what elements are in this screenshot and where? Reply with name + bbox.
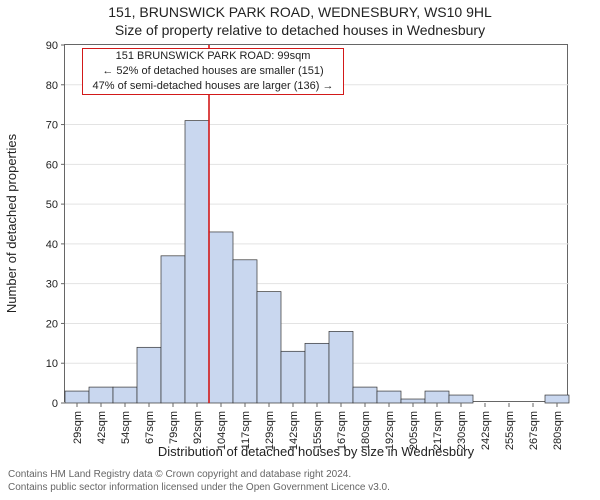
histogram-bar [425,391,449,403]
y-tick-label: 20 [46,318,58,330]
x-tick-label: 42sqm [96,411,108,444]
x-tick-label: 29sqm [72,411,84,444]
histogram-bar [137,347,161,403]
histogram-bar [65,391,89,403]
histogram-bar [545,395,569,403]
y-axis-label-wrap: Number of detached properties [4,44,20,402]
histogram-bar [89,387,113,403]
annotation-line-2: ← 52% of detached houses are smaller (15… [83,64,343,79]
histogram-bar [185,121,209,403]
y-tick-label: 50 [46,199,58,211]
y-tick-label: 30 [46,279,58,291]
footer: Contains HM Land Registry data © Crown c… [8,468,390,494]
histogram-bar [401,399,425,403]
title-line-2: Size of property relative to detached ho… [0,22,600,38]
title-line-1: 151, BRUNSWICK PARK ROAD, WEDNESBURY, WS… [0,4,600,20]
y-tick-label: 60 [46,159,58,171]
annotation-line-1: 151 BRUNSWICK PARK ROAD: 99sqm [83,49,343,64]
histogram-bar [377,391,401,403]
x-tick-label: 54sqm [120,411,132,444]
y-tick-label: 80 [46,80,58,92]
x-axis-label: Distribution of detached houses by size … [64,444,568,459]
histogram-bar [161,256,185,403]
histogram-bar [113,387,137,403]
histogram-bar [353,387,377,403]
y-tick-label: 40 [46,239,58,251]
x-tick-label: 79sqm [168,411,180,444]
marker-annotation: 151 BRUNSWICK PARK ROAD: 99sqm ← 52% of … [82,48,344,95]
histogram-bar [329,331,353,403]
y-tick-label: 90 [46,40,58,52]
histogram-bar [257,292,281,403]
x-tick-label: 67sqm [144,411,156,444]
histogram-bar [305,343,329,403]
footer-line-1: Contains HM Land Registry data © Crown c… [8,468,390,481]
histogram-bar [281,351,305,403]
y-tick-label: 70 [46,120,58,132]
histogram-bar [233,260,257,403]
plot-area: 0102030405060708090 29sqm42sqm54sqm67sqm… [64,44,568,402]
y-tick-label: 0 [52,398,58,410]
footer-line-2: Contains public sector information licen… [8,481,390,494]
y-tick-label: 10 [46,358,58,370]
y-axis-label: Number of detached properties [5,133,20,312]
histogram-bar [209,232,233,403]
histogram-bar [449,395,473,403]
annotation-line-3: 47% of semi-detached houses are larger (… [83,79,343,94]
chart-container: 151, BRUNSWICK PARK ROAD, WEDNESBURY, WS… [0,0,600,500]
x-tick-label: 92sqm [192,411,204,444]
